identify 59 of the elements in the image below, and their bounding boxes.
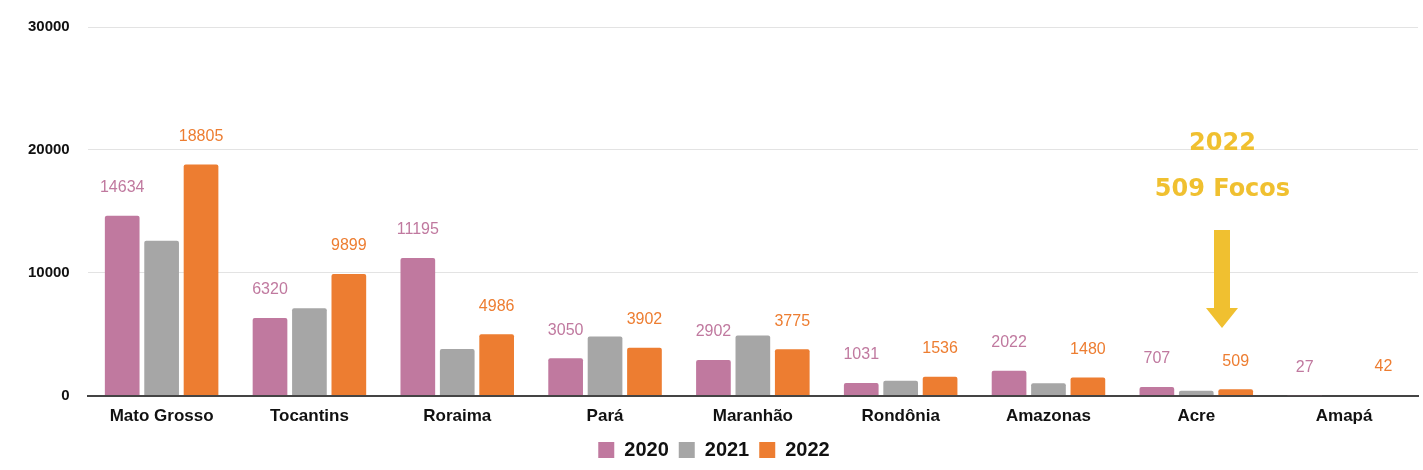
bar [843, 382, 879, 396]
data-label: 27 [1295, 357, 1314, 375]
data-label: 3050 [547, 320, 584, 338]
x-tick-label: Amapá [1315, 406, 1373, 426]
y-tick-label: 30000 [27, 17, 70, 35]
bar [479, 334, 514, 396]
bar [1178, 390, 1214, 396]
bar [696, 359, 731, 396]
bar [627, 347, 662, 396]
x-tick-label: Maranhão [712, 406, 793, 426]
data-label: 3775 [774, 311, 811, 329]
bar [1139, 386, 1175, 396]
x-tick-label: Tocantins [269, 406, 349, 426]
x-tick-label: Rondônia [861, 406, 941, 426]
bar [883, 380, 919, 396]
data-label: 42 [1374, 357, 1393, 375]
bar [400, 258, 436, 396]
bar [991, 370, 1027, 396]
data-label: 707 [1143, 349, 1171, 367]
data-label: 11195 [396, 220, 439, 238]
bar [548, 358, 583, 396]
bar [735, 335, 771, 396]
data-label: 14634 [99, 178, 145, 196]
legend-label: 2021 [704, 437, 750, 460]
legend-label: 2020 [624, 437, 669, 460]
y-tick-label: 0 [61, 385, 70, 403]
annotation: 2022 509 Focos [1154, 128, 1291, 203]
data-label: 1536 [922, 339, 958, 357]
bar [183, 164, 219, 396]
y-tick-label: 20000 [27, 140, 70, 158]
x-tick-label: Amazonas [1005, 406, 1091, 426]
bar [104, 215, 140, 396]
data-label: 4986 [478, 296, 515, 314]
bar [144, 240, 179, 396]
bar [587, 336, 623, 396]
bar [1070, 377, 1106, 396]
data-label: 1480 [1070, 339, 1106, 357]
bar [1218, 389, 1254, 396]
data-label: 509 [1222, 351, 1250, 369]
x-tick-label: Roraima [423, 406, 492, 426]
data-label: 18805 [178, 126, 224, 144]
bar [292, 308, 327, 396]
data-label: 2022 [991, 333, 1027, 351]
x-tick-label: Acre [1177, 406, 1216, 426]
data-label: 1031 [843, 345, 880, 363]
legend-label: 2022 [785, 437, 830, 460]
data-label: 2902 [695, 322, 732, 340]
bar [1031, 383, 1066, 396]
bar [252, 317, 288, 396]
y-tick-label: 10000 [27, 262, 70, 280]
data-label: 9899 [331, 236, 367, 254]
bar [439, 348, 475, 396]
bar [331, 273, 367, 396]
bar [774, 349, 810, 396]
x-tick-label: Pará [586, 406, 625, 426]
x-tick-label: Mato Grosso [109, 406, 214, 426]
data-label: 3902 [626, 310, 663, 328]
data-label: 6320 [252, 280, 288, 298]
bar [922, 376, 958, 396]
